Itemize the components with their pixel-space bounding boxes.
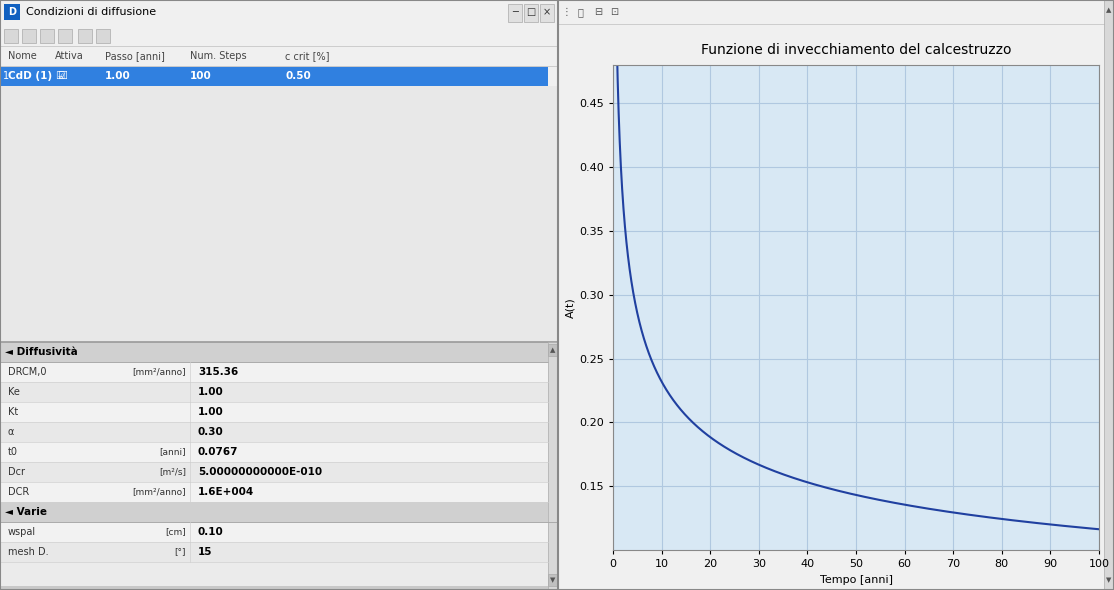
Text: 100: 100 [190,71,212,81]
Bar [548,342,558,590]
Text: Dcr: Dcr [8,467,25,477]
Text: Num. Steps: Num. Steps [190,51,246,61]
Bar [0,542,548,562]
Text: ☑: ☑ [55,71,65,81]
Bar [78,29,92,43]
Text: 1.00: 1.00 [198,387,224,397]
Text: 1.6E+004: 1.6E+004 [198,487,254,497]
Bar [548,344,558,356]
Text: 1: 1 [3,71,9,81]
Bar [0,402,548,422]
Text: 0.50: 0.50 [285,71,311,81]
Text: 0.0767: 0.0767 [198,447,238,457]
Text: ☑: ☑ [57,71,67,81]
Text: D: D [8,7,16,17]
Text: 15: 15 [198,547,213,557]
Text: ▼: ▼ [1106,577,1112,583]
Text: ▲: ▲ [1106,7,1112,13]
Text: ◄ Diffusività: ◄ Diffusività [4,347,78,357]
Bar [40,29,53,43]
Text: Nome: Nome [8,51,37,61]
Text: [°]: [°] [175,548,186,556]
Bar [0,442,548,462]
Text: [mm²/anno]: [mm²/anno] [133,487,186,497]
Bar [0,482,548,502]
Bar [0,86,558,342]
Bar [548,574,558,586]
Text: 🖼: 🖼 [578,7,584,17]
Y-axis label: A(t): A(t) [565,297,575,318]
Text: Ke: Ke [8,387,20,397]
Text: wspal: wspal [8,527,36,537]
Bar [0,382,548,402]
Text: c crit [%]: c crit [%] [285,51,330,61]
Bar [524,4,538,22]
Bar [0,46,558,66]
Bar [58,29,72,43]
Bar [0,522,548,542]
Bar [558,0,1114,24]
Text: Kt: Kt [8,407,18,417]
Bar [0,342,548,362]
Bar [0,502,548,522]
Text: ▲: ▲ [550,347,556,353]
Text: ▼: ▼ [550,577,556,583]
Bar [96,29,110,43]
Text: ─: ─ [512,7,518,17]
Bar [0,0,558,24]
Text: [m²/s]: [m²/s] [159,467,186,477]
Text: ◄ Varie: ◄ Varie [4,507,47,517]
Bar [0,462,548,482]
Bar [0,66,548,86]
Text: CdD (1): CdD (1) [8,71,52,81]
Text: DRCM,0: DRCM,0 [8,367,47,377]
Bar [0,362,548,382]
Bar [0,24,558,46]
Text: □: □ [527,7,536,17]
Bar [0,342,558,590]
Title: Funzione di invecchiamento del calcestruzzo: Funzione di invecchiamento del calcestru… [701,43,1012,57]
Text: ⋮: ⋮ [561,7,571,17]
Bar [22,29,36,43]
Text: 315.36: 315.36 [198,367,238,377]
Text: [cm]: [cm] [165,527,186,536]
Text: mesh D.: mesh D. [8,547,49,557]
Text: 0.10: 0.10 [198,527,224,537]
Bar [1104,0,1114,590]
Text: t0: t0 [8,447,18,457]
Text: DCR: DCR [8,487,29,497]
Text: ⊟: ⊟ [594,7,603,17]
Text: [mm²/anno]: [mm²/anno] [133,368,186,376]
Text: 1.00: 1.00 [105,71,130,81]
Bar [4,29,18,43]
Bar [0,586,558,590]
Text: 0.30: 0.30 [198,427,224,437]
X-axis label: Tempo [anni]: Tempo [anni] [820,575,892,585]
Text: [anni]: [anni] [159,447,186,457]
Text: α: α [8,427,14,437]
Text: ×: × [543,7,551,17]
Bar [508,4,522,22]
Bar [540,4,554,22]
Text: 5.00000000000E-010: 5.00000000000E-010 [198,467,322,477]
Text: Attiva: Attiva [55,51,84,61]
Text: Passo [anni]: Passo [anni] [105,51,165,61]
Bar [4,4,20,20]
Bar [0,422,548,442]
Text: ⊡: ⊡ [610,7,618,17]
Text: Condizioni di diffusione: Condizioni di diffusione [26,7,156,17]
Text: 1.00: 1.00 [198,407,224,417]
